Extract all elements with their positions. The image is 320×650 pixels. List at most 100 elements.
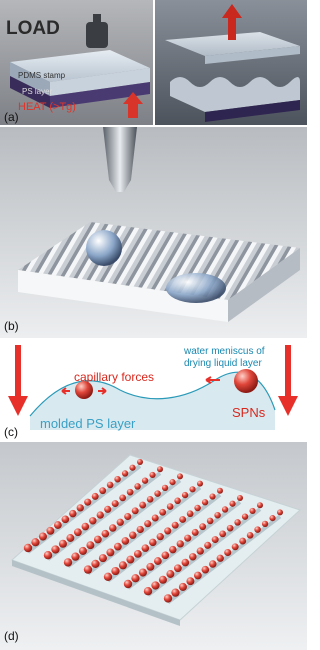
spn [194, 504, 201, 512]
ps-layer-front [50, 82, 150, 108]
spn [178, 582, 187, 591]
spn [204, 541, 212, 549]
spn [211, 536, 219, 544]
spn [221, 506, 229, 513]
spn [136, 525, 144, 534]
spn [181, 491, 189, 499]
spn [173, 564, 182, 573]
spn [137, 459, 143, 465]
spn [181, 558, 190, 567]
spn [163, 594, 173, 603]
down-arrow-right [278, 345, 298, 416]
substrate-front [12, 560, 180, 626]
figure: LOAD PDMS stamp PS layer HEAT (>Tg) (a) … [0, 0, 307, 650]
spread-droplet [166, 273, 226, 303]
spn [63, 558, 73, 567]
spn [53, 521, 62, 529]
spn [126, 555, 135, 564]
spn [106, 548, 115, 557]
spn [109, 524, 117, 532]
spn [46, 526, 55, 535]
spn [171, 521, 179, 529]
spn [171, 588, 180, 597]
spn [69, 509, 77, 518]
spn [146, 562, 155, 571]
spn [158, 575, 167, 584]
spn [118, 561, 127, 570]
meniscus-text: drying liquid layer [184, 358, 262, 369]
spn [131, 574, 140, 583]
spn [123, 579, 133, 589]
spn [149, 471, 156, 479]
spn [151, 514, 159, 522]
stamp-text: PDMS stamp [18, 71, 66, 80]
spn [129, 464, 136, 471]
substrate-side [228, 248, 300, 322]
spn [239, 537, 247, 545]
spn [241, 513, 249, 520]
spn [216, 554, 224, 562]
spn [119, 494, 127, 502]
spn [66, 534, 75, 542]
spn [159, 508, 167, 516]
spn [84, 498, 92, 506]
weight-handle [93, 14, 101, 22]
heat-text: HEAT (>Tg) [18, 101, 76, 113]
molded-layer-front [205, 100, 300, 122]
stamp-side [10, 62, 50, 96]
spn [101, 529, 110, 538]
spn [144, 520, 152, 528]
spn [153, 557, 162, 565]
spn [23, 543, 33, 553]
spn [111, 566, 120, 576]
spn [177, 473, 183, 480]
spn [91, 559, 100, 568]
spn [176, 540, 184, 548]
spn [246, 532, 254, 539]
spn [226, 524, 234, 532]
spn [261, 520, 269, 528]
spn [106, 481, 114, 489]
spn [209, 493, 216, 500]
spn [81, 522, 90, 531]
spn [114, 475, 121, 483]
pipette [103, 127, 137, 192]
spn [174, 497, 181, 505]
load-text: LOAD [6, 18, 60, 39]
layer-text: molded PS layer [40, 416, 136, 431]
spn [73, 528, 82, 537]
spn [151, 581, 160, 590]
panel-label: (b) [4, 319, 19, 333]
spn [134, 483, 141, 490]
spn [237, 495, 243, 501]
panel-c: capillary forces water meniscus of dryin… [4, 345, 298, 439]
spn [164, 527, 172, 535]
spn [166, 570, 175, 578]
spn [161, 484, 169, 492]
spn [219, 530, 227, 538]
spn [254, 526, 261, 533]
panel-a: LOAD PDMS stamp PS layer HEAT (>Tg) (a) [0, 0, 307, 125]
stamp-front [50, 68, 150, 96]
spn [224, 548, 232, 557]
page: LOAD PDMS stamp PS layer HEAT (>Tg) (a) … [0, 0, 307, 650]
spn [93, 535, 102, 544]
spn [154, 490, 161, 497]
spn [166, 503, 174, 510]
spn [201, 499, 209, 506]
spn [91, 492, 99, 500]
spn [96, 511, 104, 519]
spn [138, 568, 147, 577]
panel-label: (d) [4, 629, 19, 643]
panel-d: (d) [0, 442, 307, 650]
spn [179, 516, 187, 523]
spn [231, 543, 239, 551]
down-arrow-left [8, 345, 28, 416]
spn [51, 545, 60, 554]
spn [186, 510, 194, 518]
spn [209, 560, 217, 568]
spn [169, 545, 177, 554]
spn [249, 507, 256, 515]
spn [103, 572, 113, 581]
force-arrows [61, 376, 220, 395]
